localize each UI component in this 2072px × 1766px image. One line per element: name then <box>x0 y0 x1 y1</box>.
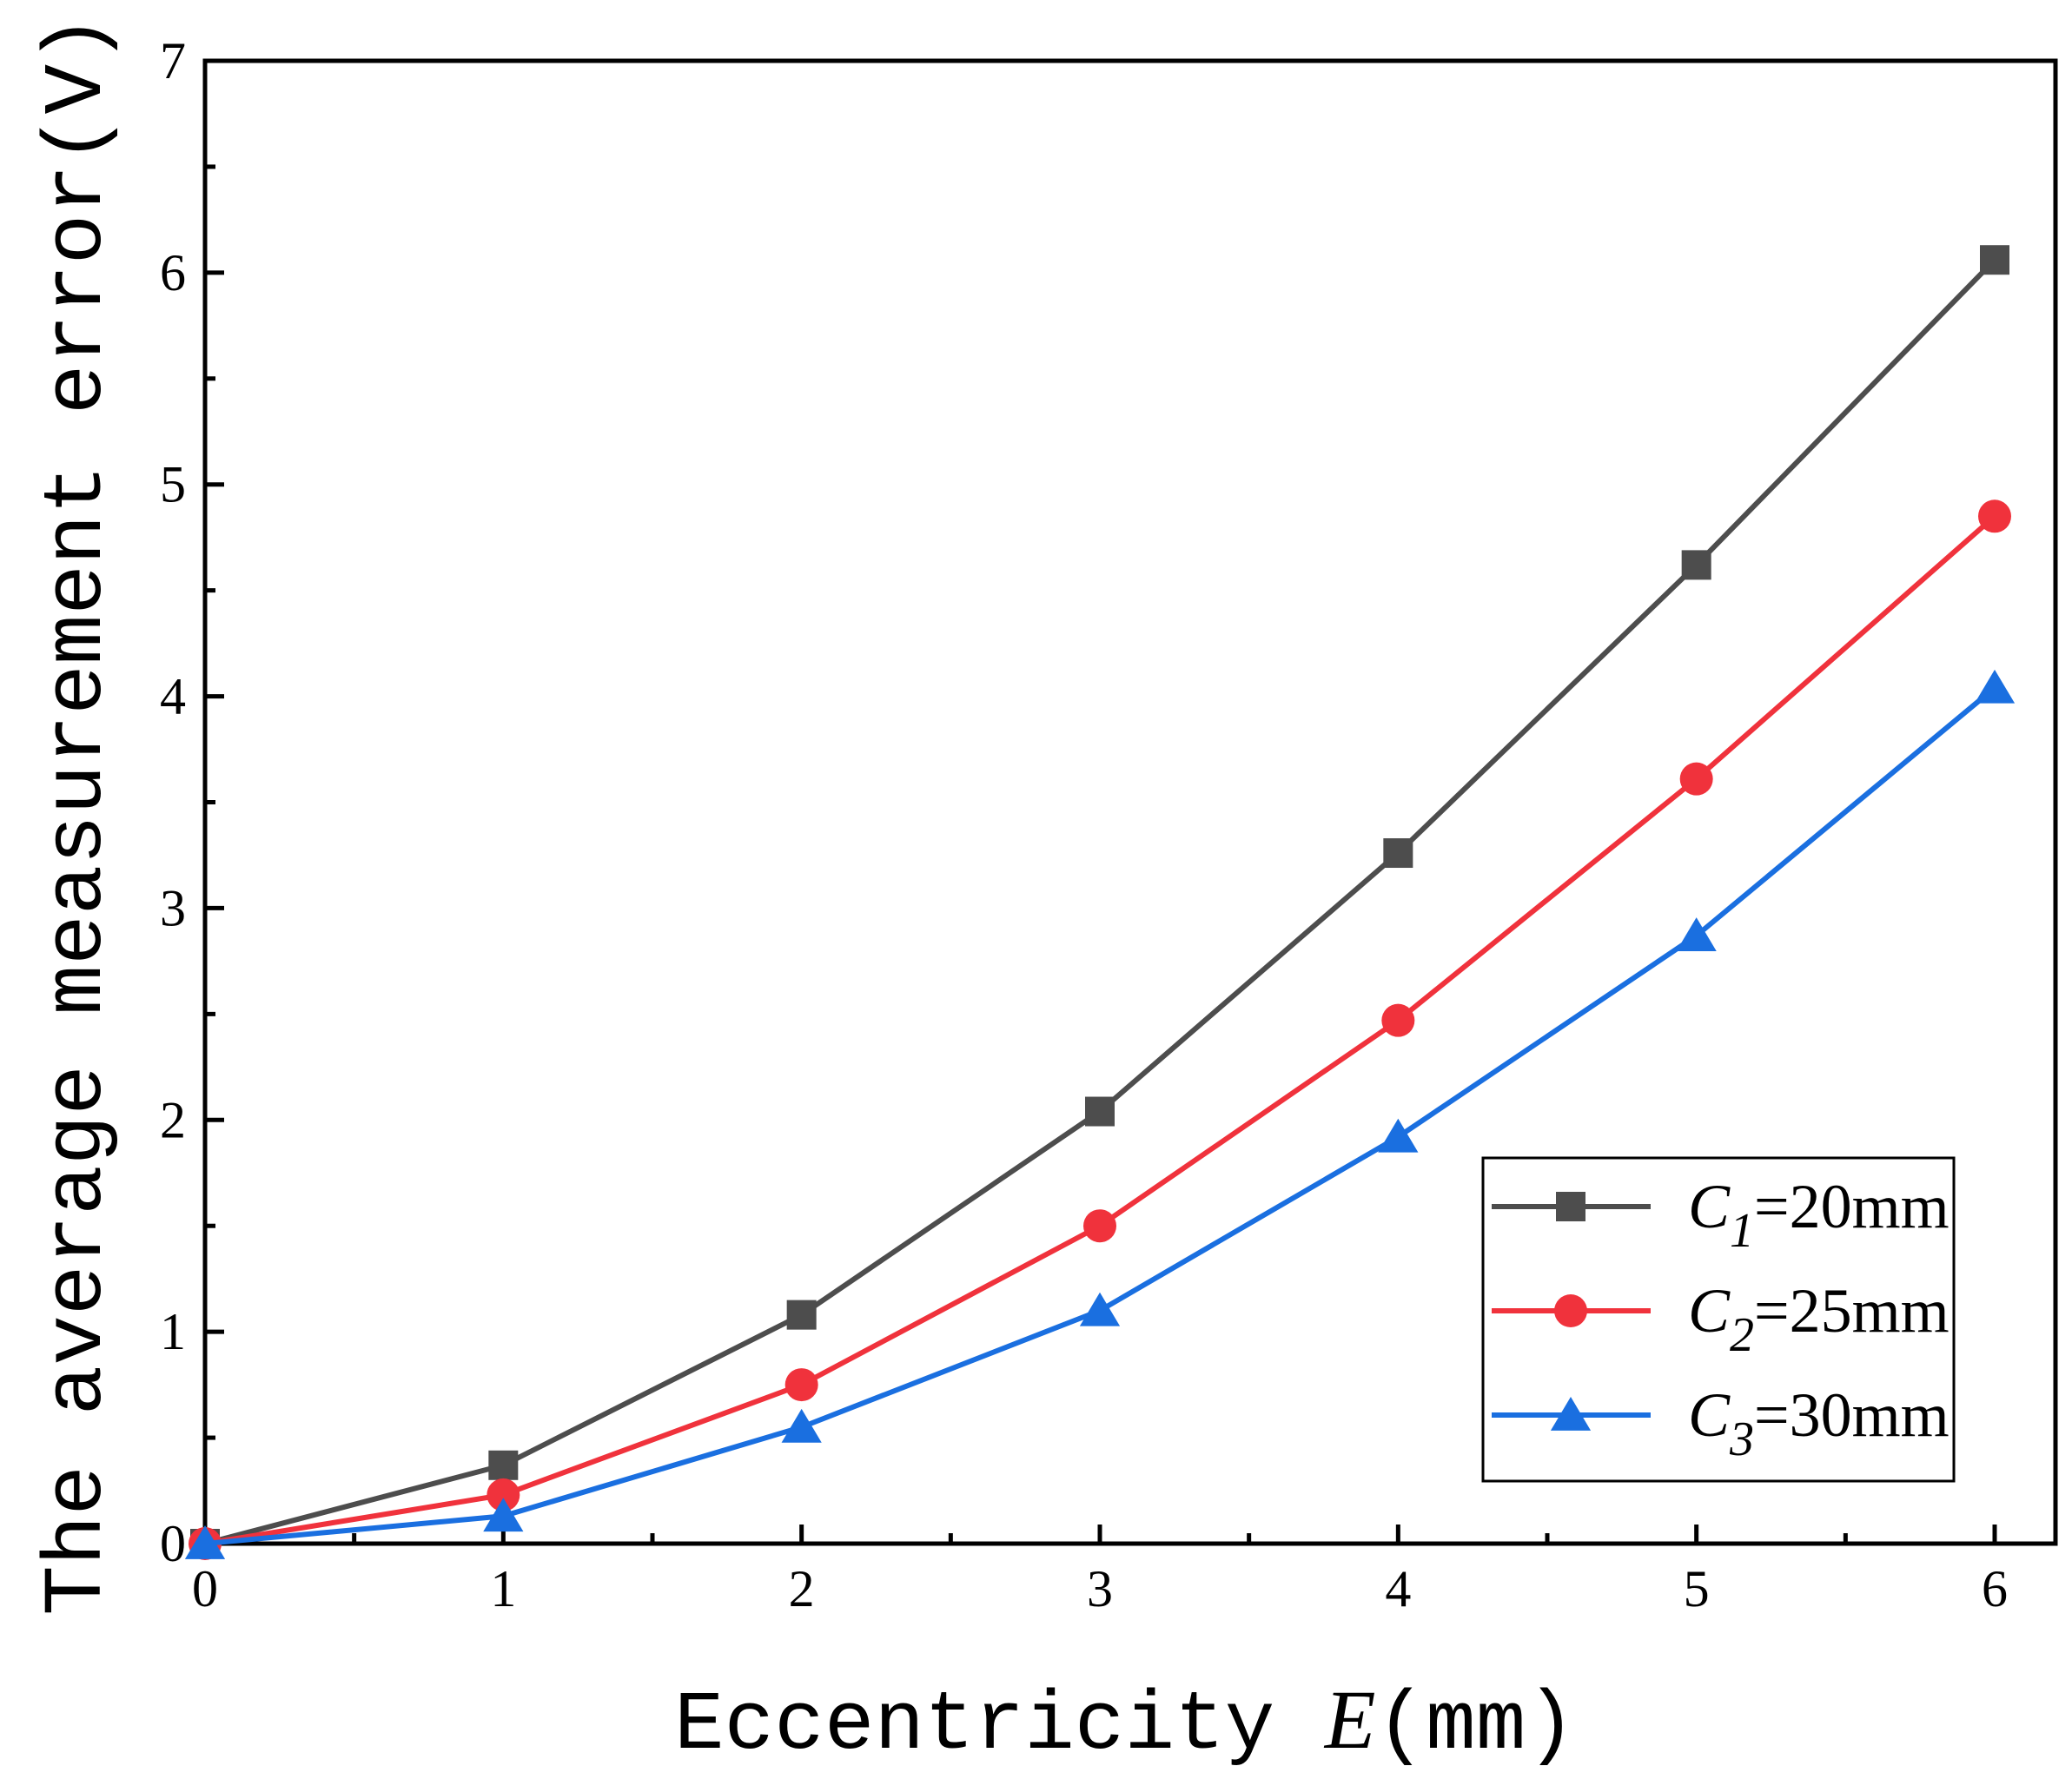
legend-marker <box>1550 1397 1592 1431</box>
data-point <box>1974 669 2016 704</box>
data-point <box>1681 550 1711 580</box>
x-axis: 0 1 2 3 4 5 6 <box>192 1525 2008 1617</box>
legend: C1=20mm C2=25mm C3=30mm <box>1481 1156 1956 1483</box>
y-axis: 0 1 2 3 4 5 6 7 <box>160 32 224 1572</box>
data-point <box>487 1478 520 1511</box>
data-point <box>1676 917 1717 951</box>
y-tick-label: 6 <box>160 244 186 301</box>
series-3 <box>184 669 2016 1559</box>
data-point <box>184 1525 226 1559</box>
legend-item: C1=20mm <box>1492 1172 1950 1258</box>
y-tick-label: 2 <box>160 1091 186 1148</box>
x-tick-label: 1 <box>490 1560 516 1617</box>
data-point <box>1978 499 2011 533</box>
x-tick-label: 5 <box>1684 1560 1710 1617</box>
series-layer <box>184 245 2016 1560</box>
y-tick-label: 3 <box>160 879 186 936</box>
data-point <box>488 1450 519 1480</box>
y-tick-label: 7 <box>160 32 186 89</box>
x-tick-label: 0 <box>192 1560 218 1617</box>
y-tick-label: 0 <box>160 1515 186 1572</box>
x-tick-label: 3 <box>1087 1560 1113 1617</box>
legend-item: C2=25mm <box>1492 1276 1950 1362</box>
legend-marker <box>1556 1192 1585 1221</box>
series-2 <box>189 499 2011 1560</box>
x-axis-title: Eccentricity E(mm) <box>674 1673 1576 1766</box>
legend-item: C3=30mm <box>1492 1380 1950 1466</box>
y-tick-label: 1 <box>160 1303 186 1360</box>
data-point <box>1383 838 1413 869</box>
data-point <box>1378 1118 1419 1153</box>
x-tick-label: 4 <box>1385 1560 1411 1617</box>
y-axis-title: The average measurement error(V) <box>30 14 125 1616</box>
y-tick-label: 5 <box>160 456 186 513</box>
y-tick-label: 4 <box>160 668 186 725</box>
data-point <box>1679 762 1713 796</box>
legend-label: C2=25mm <box>1688 1276 1950 1362</box>
data-point <box>1079 1292 1121 1326</box>
x-axis-variable: E <box>1323 1673 1376 1766</box>
data-point <box>786 1300 817 1330</box>
data-point <box>1980 245 2009 275</box>
data-point <box>781 1408 822 1443</box>
data-point <box>483 1498 524 1532</box>
data-point <box>784 1368 818 1402</box>
data-point <box>1083 1209 1116 1243</box>
x-tick-label: 2 <box>789 1560 815 1617</box>
x-tick-label: 6 <box>1982 1560 2008 1617</box>
data-point <box>1381 1003 1415 1037</box>
legend-marker <box>1554 1294 1587 1327</box>
legend-label: C1=20mm <box>1688 1172 1950 1258</box>
legend-label: C3=30mm <box>1688 1380 1950 1466</box>
data-point <box>1085 1096 1115 1127</box>
